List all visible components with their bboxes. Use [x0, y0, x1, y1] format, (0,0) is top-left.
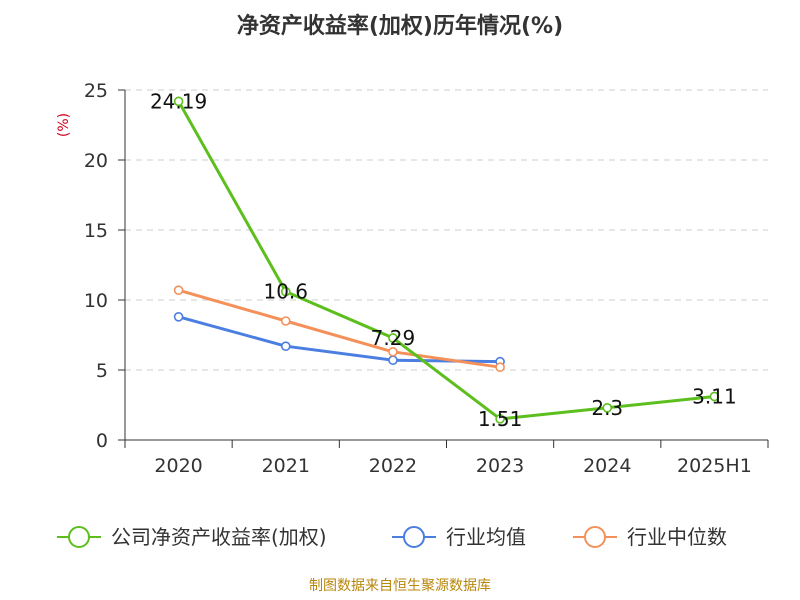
series-line — [178, 315, 501, 364]
series-point — [173, 311, 184, 322]
legend-label: 行业均值 — [446, 525, 526, 549]
grid — [125, 89, 768, 371]
data-label: 3.11 — [692, 384, 737, 408]
legend-label: 公司净资产收益率(加权) — [111, 525, 327, 549]
data-label: 2.3 — [591, 396, 623, 420]
y-tick-label: 25 — [84, 80, 108, 102]
y-tick-label: 20 — [84, 150, 108, 172]
chart-title: 净资产收益率(加权)历年情况(%) — [237, 13, 563, 39]
legend-marker — [68, 526, 90, 548]
series-point — [173, 285, 184, 296]
series-point — [280, 341, 291, 352]
y-tick-label: 0 — [96, 430, 108, 452]
x-tick-label: 2023 — [476, 455, 524, 477]
legend[interactable]: 公司净资产收益率(加权) 行业均值 行业中位数 — [57, 525, 727, 549]
x-tick-label: 2021 — [262, 455, 310, 477]
data-label: 24.19 — [150, 89, 207, 113]
series-point — [709, 391, 720, 402]
series-point — [388, 333, 398, 343]
y-axis-ticks: 0 5 10 15 20 25 — [84, 80, 126, 452]
series-point — [495, 362, 505, 373]
source-note: 制图数据来自恒生聚源数据库 — [309, 578, 491, 594]
series-point — [280, 316, 291, 326]
series-point — [495, 414, 505, 424]
legend-label: 行业中位数 — [627, 525, 727, 549]
data-label: 10.6 — [263, 280, 308, 304]
series-point — [388, 346, 398, 357]
x-tick-label: 2020 — [154, 455, 202, 477]
y-tick-label: 15 — [84, 220, 108, 242]
series-line — [177, 100, 715, 421]
series-point — [173, 96, 184, 107]
series-point — [388, 355, 398, 366]
y-tick-label: 10 — [84, 290, 108, 312]
legend-marker — [584, 526, 606, 548]
x-tick-label: 2025H1 — [677, 455, 752, 477]
y-axis-unit: (%) — [56, 113, 72, 137]
y-tick-label: 5 — [96, 360, 108, 382]
series-line — [178, 288, 501, 369]
x-axis: 2020 2021 2022 2023 2024 2025H1 — [124, 439, 769, 477]
legend-marker — [403, 526, 425, 548]
series-point — [280, 286, 291, 297]
series-layer — [173, 96, 720, 424]
x-tick-label: 2024 — [583, 455, 631, 477]
x-tick-label: 2022 — [369, 455, 417, 477]
series-point — [602, 402, 613, 413]
data-label: 1.51 — [478, 407, 523, 431]
data-label: 7.29 — [371, 326, 416, 350]
data-labels: 24.19 10.6 7.29 1.51 2.3 3.11 — [150, 89, 737, 431]
